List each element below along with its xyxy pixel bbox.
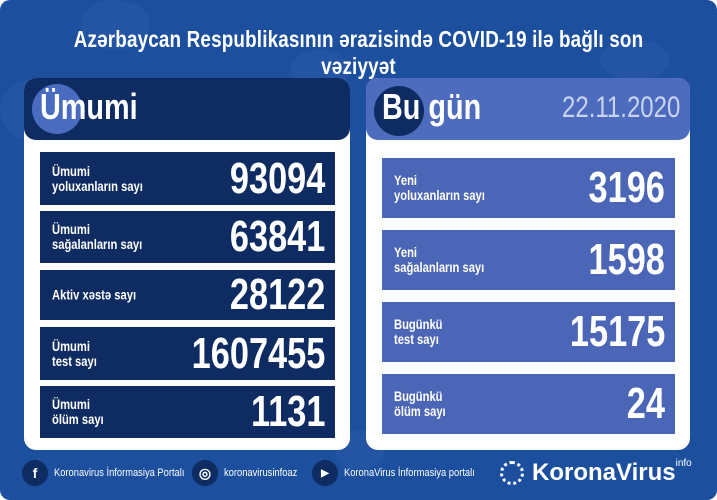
today-heading: Bu gün 22.11.2020 xyxy=(366,78,690,140)
virus-icon xyxy=(32,84,82,134)
instagram-icon: ◎ xyxy=(192,460,218,486)
today-panel: Bu gün 22.11.2020 Yeni yoluxanların sayı … xyxy=(366,78,690,450)
virus-icon xyxy=(374,86,424,136)
stat-total-tests: Ümumi test sayı 1607455 xyxy=(40,327,335,380)
report-date: 22.11.2020 xyxy=(562,91,681,124)
koronavirus-logo: KoronaVirus info xyxy=(500,458,692,488)
stat-active-cases: Aktiv xəstə sayı 28122 xyxy=(40,270,335,320)
virus-decoration-icon xyxy=(600,40,670,80)
instagram-link[interactable]: ◎ koronavirusinfoaz xyxy=(192,458,310,488)
page-title: Azərbaycan Respublikasının ərazisində CO… xyxy=(73,26,644,79)
facebook-icon: f xyxy=(22,460,48,486)
stat-today-deaths: Bugünkü ölüm sayı 24 xyxy=(382,374,675,434)
virus-decoration-icon xyxy=(80,0,150,50)
total-panel: Ümumi Ümumi yoluxanların sayı 93094 Ümumi… xyxy=(24,78,350,450)
stat-total-recovered: Ümumi sağalanların sayı 63841 xyxy=(40,211,335,263)
youtube-icon: ▶ xyxy=(312,460,338,486)
sun-logo-icon xyxy=(500,461,524,485)
youtube-link[interactable]: ▶ KoronaVirus İnformasiya portalı xyxy=(312,458,498,488)
stat-new-infected: Yeni yoluxanların sayı 3196 xyxy=(382,158,675,218)
stat-total-infected: Ümumi yoluxanların sayı 93094 xyxy=(40,152,335,205)
stat-total-deaths: Ümumi ölüm sayı 1131 xyxy=(40,386,335,438)
stat-today-tests: Bugünkü test sayı 15175 xyxy=(382,302,675,362)
total-heading: Ümumi xyxy=(24,78,350,140)
stat-new-recovered: Yeni sağalanların sayı 1598 xyxy=(382,230,675,290)
facebook-link[interactable]: f Koronavirus İnformasiya Portalı xyxy=(22,458,207,488)
